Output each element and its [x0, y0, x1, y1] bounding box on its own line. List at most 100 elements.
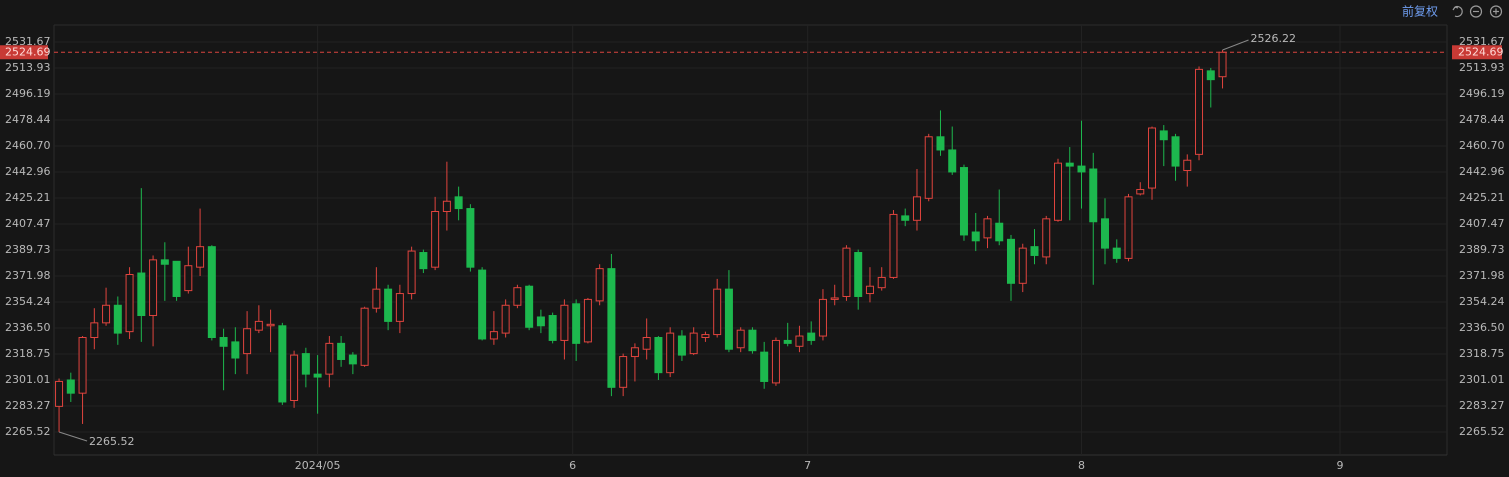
y-tick-label-right: 2407.47 [1459, 217, 1505, 230]
last-price-tag [0, 45, 48, 60]
candle-body [231, 341, 240, 359]
candle-body [513, 287, 522, 306]
candle-body [207, 246, 216, 339]
candle-body [419, 252, 428, 270]
candle-body [137, 272, 146, 317]
candle-body [1206, 70, 1215, 81]
y-tick-label-right: 2425.21 [1459, 191, 1505, 204]
candle-body [160, 259, 169, 265]
candle-body [113, 304, 122, 334]
candle-body [666, 332, 675, 374]
candle-body [560, 304, 569, 341]
candle-body [125, 274, 134, 333]
candle-body [901, 215, 910, 221]
y-tick-label: 2389.73 [5, 243, 51, 256]
candle-body [854, 252, 863, 297]
y-tick-label-right: 2265.52 [1459, 425, 1505, 438]
candle-body [1124, 196, 1133, 259]
candle-body [254, 320, 263, 331]
candle-body [1053, 162, 1062, 221]
last-price-label: 2524.69 [1458, 45, 1504, 58]
candle-body [337, 342, 346, 360]
candle-body [278, 325, 287, 403]
candle-body [55, 380, 64, 407]
candle-body [1030, 246, 1039, 256]
candle-body [795, 335, 804, 347]
candle-body [607, 268, 616, 388]
y-tick-label-right: 2354.24 [1459, 295, 1505, 308]
candle-body [1148, 127, 1157, 189]
max-label: 2526.22 [1251, 32, 1297, 45]
candle-body [1077, 165, 1086, 173]
candle-body [384, 288, 393, 322]
x-tick-label: 2024/05 [295, 459, 341, 472]
candle-body [548, 315, 557, 341]
y-tick-label-right: 2478.44 [1459, 113, 1505, 126]
candle-body [748, 329, 757, 352]
candle-body [642, 337, 651, 350]
candle-body [454, 196, 463, 210]
candle-body [983, 218, 992, 239]
candle-body [301, 353, 310, 375]
candle-body [1171, 136, 1180, 167]
candle-body [407, 250, 416, 295]
y-tick-label-right: 2301.01 [1459, 373, 1505, 386]
candle-body [713, 288, 722, 336]
zoom-in-plus [1493, 8, 1499, 15]
candle-body [1101, 218, 1110, 249]
min-label: 2265.52 [89, 435, 135, 448]
candle-body [971, 231, 980, 242]
x-tick-label: 9 [1337, 459, 1344, 472]
y-tick-label-right: 2283.27 [1459, 399, 1505, 412]
candle-body [1183, 159, 1192, 171]
y-tick-label-right: 2442.96 [1459, 165, 1505, 178]
candle-body [689, 332, 698, 355]
candle-body [290, 354, 299, 401]
candle-body [572, 303, 581, 344]
y-tick-label: 2354.24 [5, 295, 51, 308]
candle-body [1112, 247, 1121, 259]
candle-body [431, 211, 440, 268]
candle-body [102, 304, 111, 324]
y-tick-label: 2265.52 [5, 425, 51, 438]
y-tick-label-right: 2496.19 [1459, 87, 1505, 100]
y-tick-label-right: 2531.67 [1459, 35, 1505, 48]
candle-body [525, 285, 534, 328]
candle-body [1195, 68, 1204, 155]
candle-body [1089, 168, 1098, 223]
candle-body [489, 331, 498, 340]
candle-body [783, 339, 792, 344]
zoom-out-icon[interactable] [1469, 5, 1483, 18]
y-tick-label: 2371.98 [5, 269, 51, 282]
y-tick-label-right: 2389.73 [1459, 243, 1505, 256]
y-tick-label: 2318.75 [5, 347, 51, 360]
candle-body [807, 332, 816, 341]
candle-body [1006, 238, 1015, 284]
candle-body [654, 337, 663, 374]
candle-body [818, 298, 827, 337]
candle-body [630, 347, 639, 358]
x-tick-label: 6 [569, 459, 576, 472]
candle-body [830, 297, 839, 300]
candle-body [736, 329, 745, 349]
y-tick-label-right: 2371.98 [1459, 269, 1505, 282]
last-price-label: 2524.69 [5, 45, 51, 58]
candle-body [595, 268, 604, 302]
candle-body [395, 293, 404, 322]
adjust-label[interactable]: 前复权 [1402, 4, 1438, 19]
min-pointer [58, 431, 88, 442]
candle-body [313, 373, 322, 378]
candle-body [243, 328, 252, 355]
y-tick-label: 2283.27 [5, 399, 51, 412]
y-tick-label: 2478.44 [5, 113, 51, 126]
zoom-in-icon[interactable] [1489, 5, 1503, 18]
toolbar-icons [1452, 5, 1503, 18]
x-tick-label: 7 [804, 459, 811, 472]
y-tick-label: 2496.19 [5, 87, 51, 100]
reset-icon[interactable] [1452, 5, 1463, 18]
candle-body [1018, 247, 1027, 284]
candle-body [724, 288, 733, 350]
candle-body [219, 337, 228, 347]
